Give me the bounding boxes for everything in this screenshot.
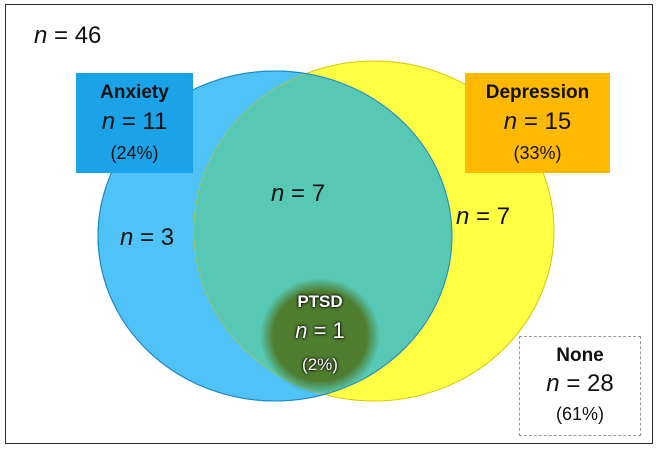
- depression-title: Depression: [485, 82, 590, 103]
- none-box: [519, 336, 641, 436]
- ptsd-percent: (2%): [302, 355, 338, 374]
- anxiety-percent: (24%): [110, 143, 159, 163]
- ptsd-count: n = 1: [295, 318, 345, 343]
- anxiety-outline: [97, 70, 453, 402]
- depression-box: [465, 73, 610, 173]
- none-title: None: [556, 345, 604, 366]
- none-percent: (61%): [555, 404, 604, 424]
- ptsd-circle: [260, 278, 380, 394]
- none-count: n = 28: [546, 370, 614, 397]
- diagram-frame: [5, 4, 653, 444]
- total-count: n = 46: [34, 22, 102, 49]
- overlap-count: n = 7: [271, 180, 326, 207]
- anxiety-count: n = 11: [101, 108, 168, 135]
- anxiety-box: [76, 73, 193, 173]
- depression-count: n = 15: [503, 108, 572, 135]
- anxiety-only-count: n = 3: [120, 224, 175, 251]
- ptsd-title: PTSD: [297, 292, 343, 311]
- anxiety-title: Anxiety: [100, 82, 169, 103]
- depression-percent: (33%): [513, 143, 562, 163]
- depression-only-count: n = 7: [456, 203, 511, 230]
